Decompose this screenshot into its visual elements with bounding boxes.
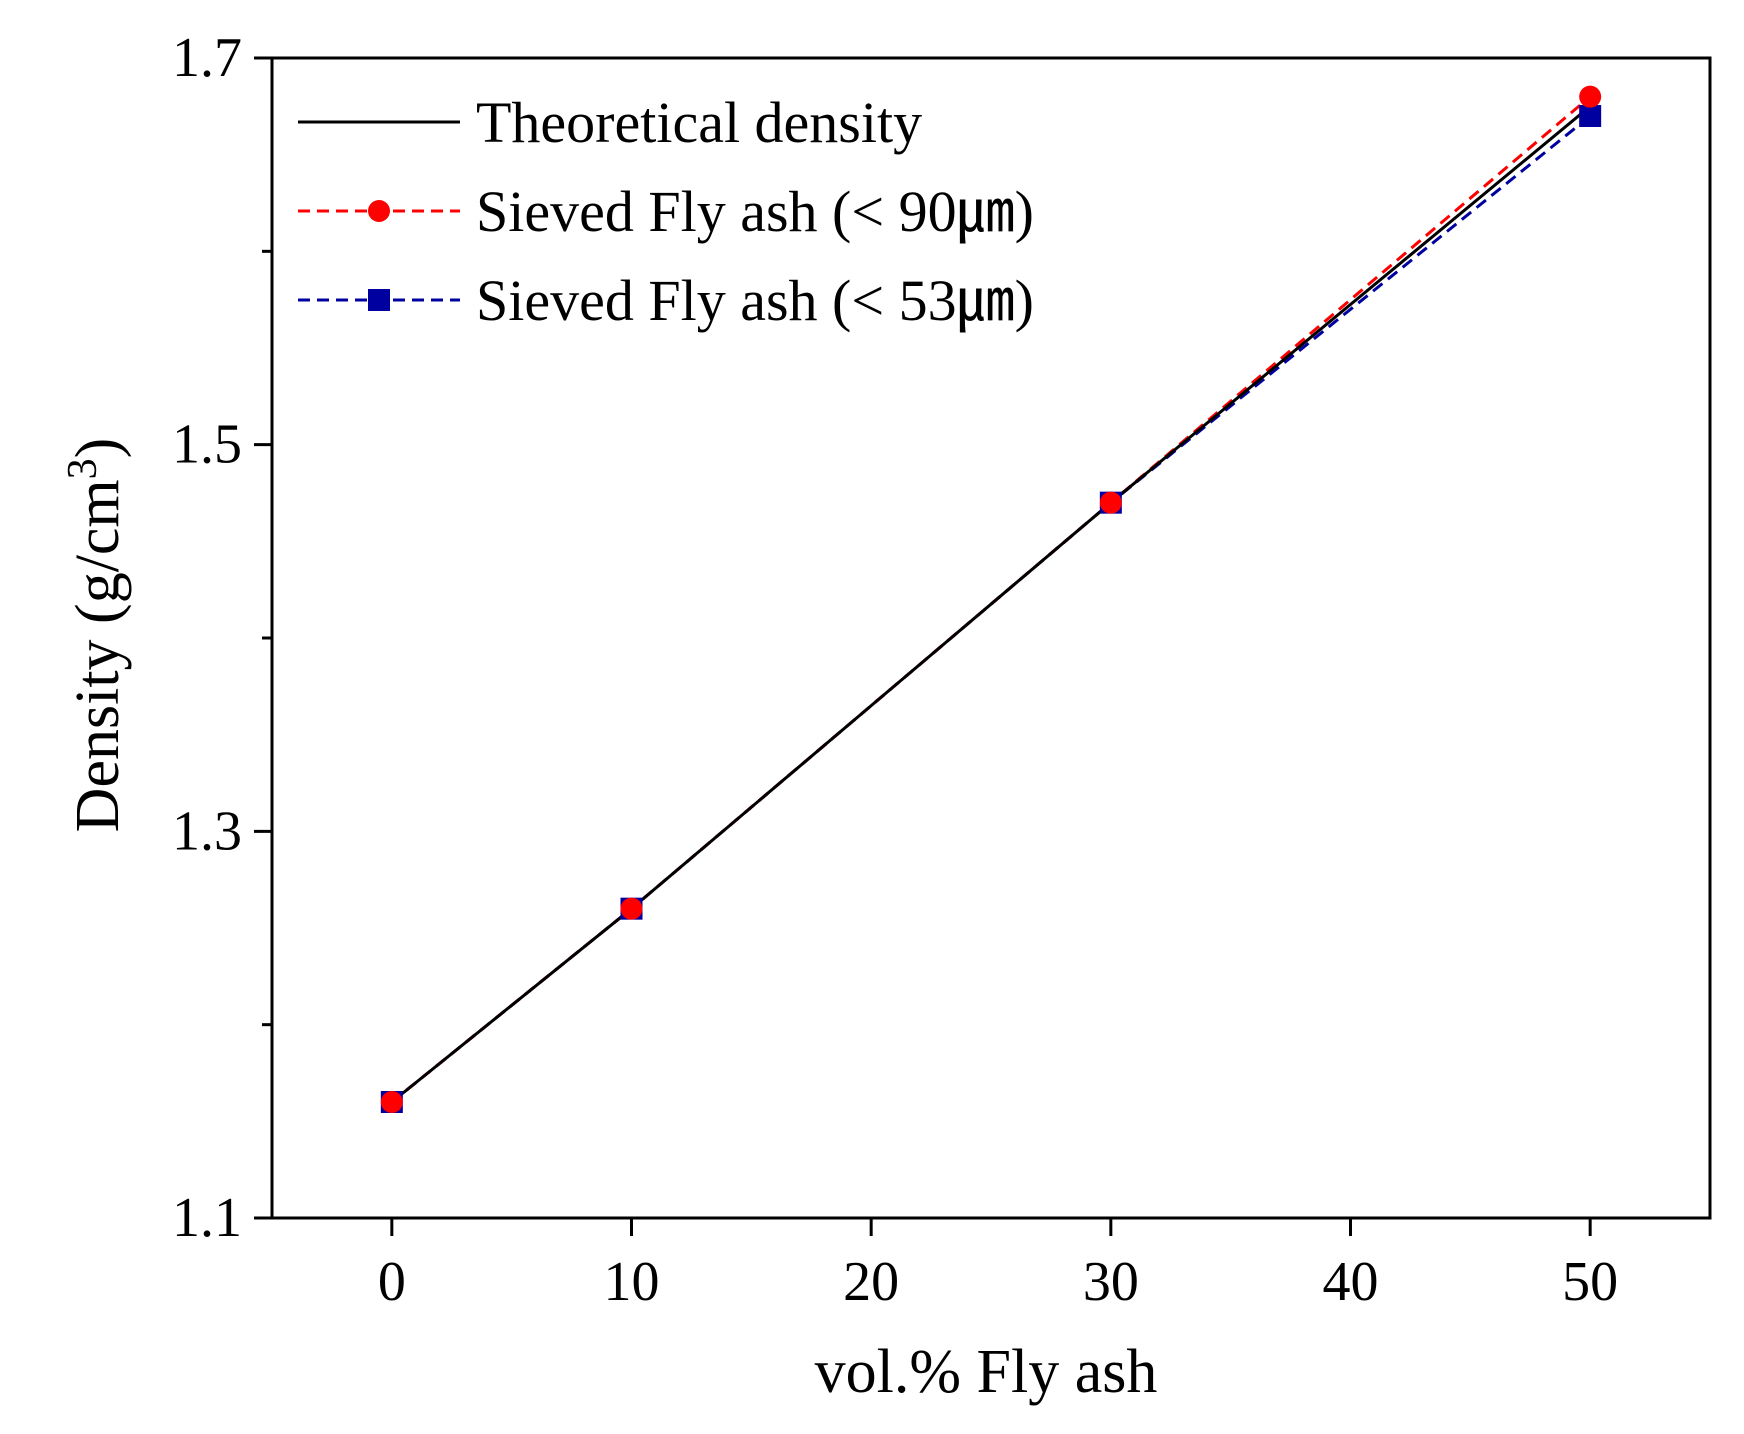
y-axis-title-main: Density (g/cm <box>64 479 132 832</box>
series-2-point-3 <box>1579 105 1602 127</box>
y-axis-title: Density (g/cm3) <box>60 438 132 833</box>
legend-label-2: Sieved Fly ash (< 53㎛) <box>476 268 1034 333</box>
y-tick-label-3: 1.7 <box>172 27 242 89</box>
series-1-point-3 <box>1579 85 1602 108</box>
axes-layer: 0 10 20 30 40 50 1.1 1.3 1.5 1.7 <box>172 27 1712 1313</box>
y-axis-title-superscript: 3 <box>60 458 106 479</box>
x-tick-label-30: 30 <box>1083 1251 1139 1313</box>
legend-marker-2 <box>368 289 390 311</box>
legend-label-0: Theoretical density <box>476 90 922 155</box>
series-1-point-1 <box>620 897 643 920</box>
legend-label-1: Sieved Fly ash (< 90㎛) <box>476 179 1034 244</box>
series-1-point-2 <box>1099 491 1122 514</box>
x-axis-title: vol.% Fly ash <box>815 1338 1158 1406</box>
series-1-point-0 <box>380 1091 403 1113</box>
legend-marker-1 <box>368 200 390 222</box>
series-line-0 <box>390 105 1592 1104</box>
x-tick-label-0: 0 <box>378 1251 406 1313</box>
legend: Theoretical density Sieved Fly ash (< 90㎛… <box>298 90 1034 333</box>
series-line-1 <box>390 95 1592 1104</box>
y-axis-title-close: ) <box>64 438 132 459</box>
y-tick-label-1: 1.3 <box>172 800 242 862</box>
y-tick-label-2: 1.5 <box>172 414 242 476</box>
series-layer <box>380 85 1602 1113</box>
series-line-2 <box>390 114 1592 1104</box>
x-tick-label-10: 10 <box>604 1251 660 1313</box>
y-tick-label-0: 1.1 <box>172 1187 242 1249</box>
x-tick-label-50: 50 <box>1562 1251 1618 1313</box>
x-tick-label-40: 40 <box>1323 1251 1379 1313</box>
x-tick-label-20: 20 <box>843 1251 899 1313</box>
